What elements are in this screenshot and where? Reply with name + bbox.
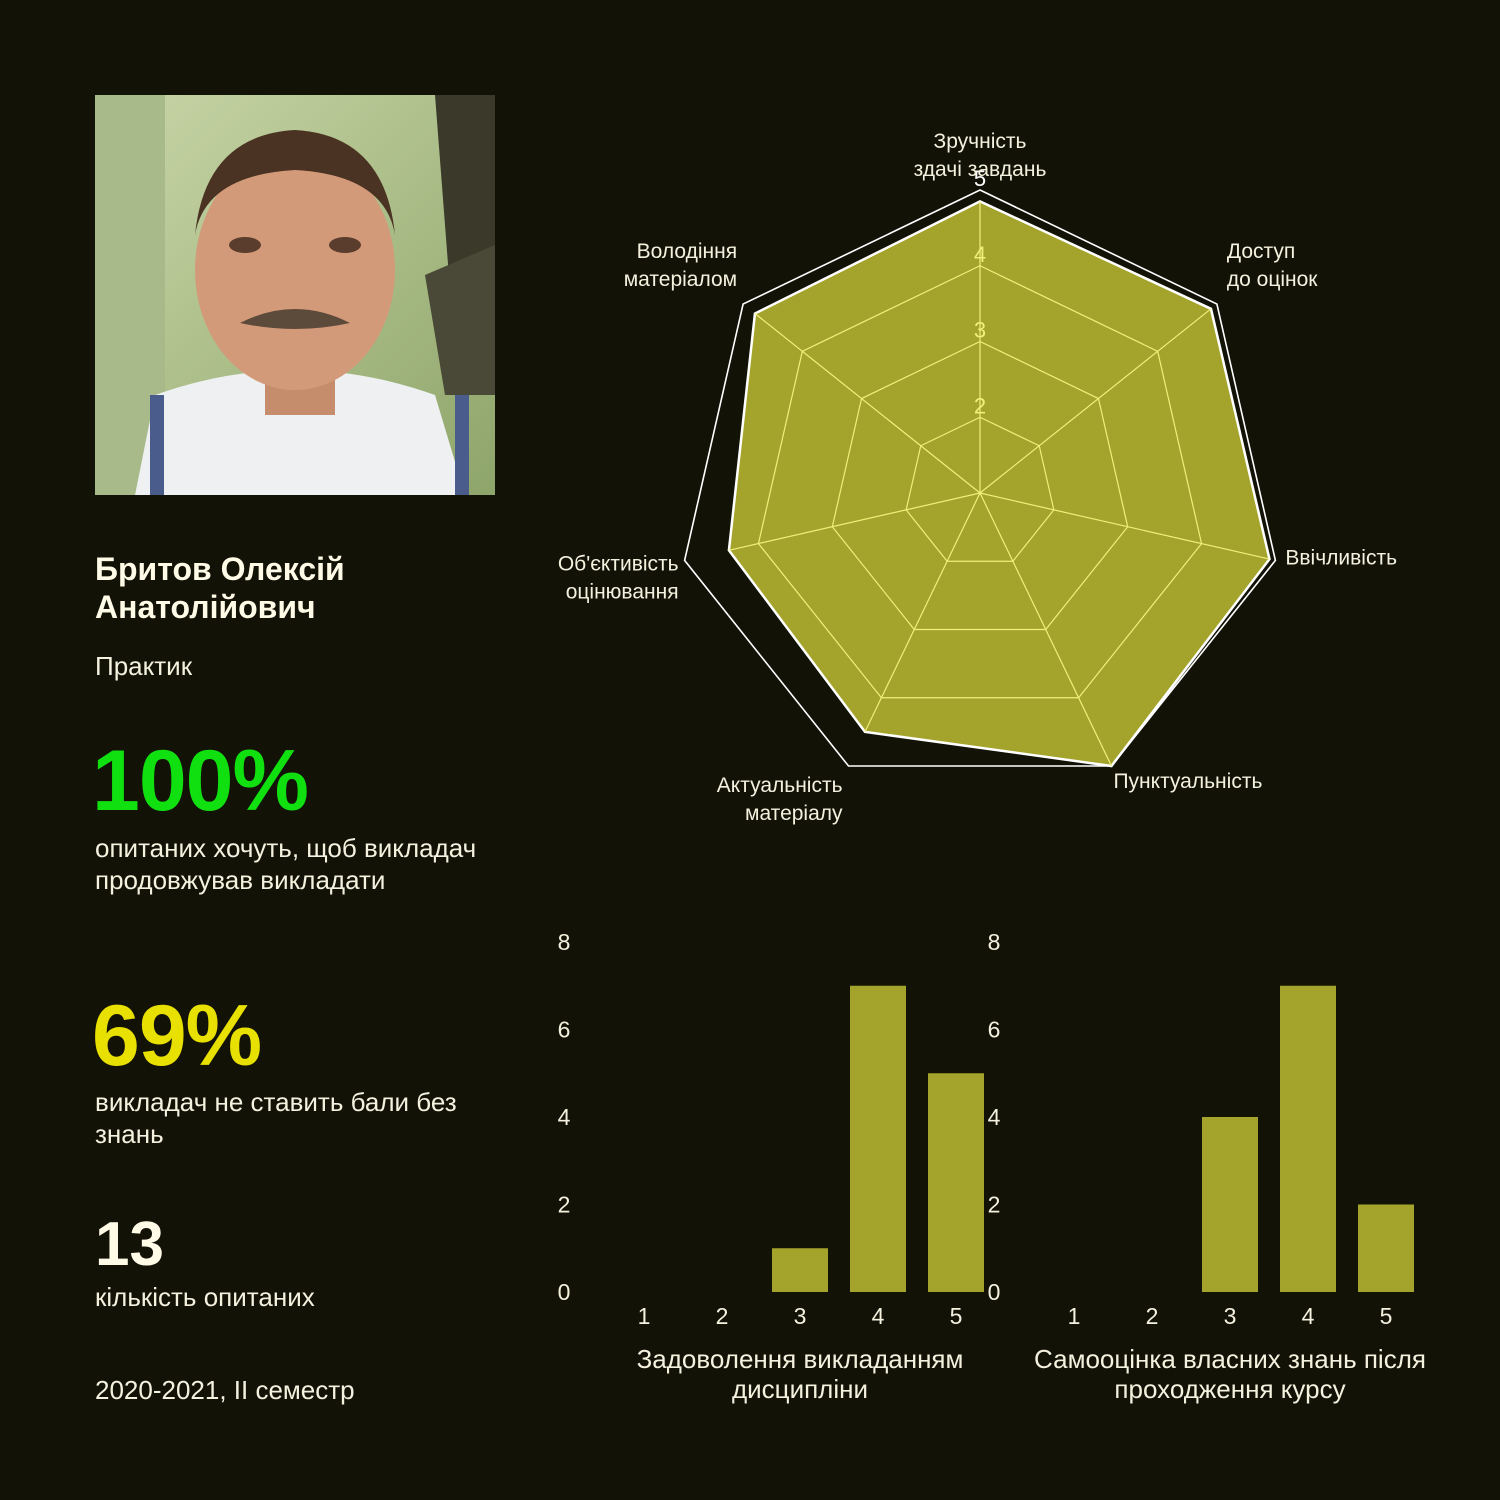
- bar-chart-title: Самооцінка власних знань після проходженн…: [1034, 1344, 1426, 1404]
- bar-3: [1202, 1117, 1258, 1292]
- radar-axis-label: Об'єктивість оцінювання: [558, 552, 679, 603]
- fair-grading-label: викладач не ставить бали без знань: [95, 1087, 457, 1149]
- respondents-label: кількість опитаних: [95, 1282, 315, 1312]
- bar-x-tick-label: 3: [1224, 1303, 1237, 1329]
- bar-3: [772, 1248, 828, 1292]
- bar-y-tick-label: 8: [988, 929, 1001, 955]
- radar-tick-label: 2: [974, 393, 986, 418]
- bar-x-tick-label: 5: [1380, 1303, 1393, 1329]
- fair-grading-percent: 69%: [92, 988, 262, 1084]
- bar-y-tick-label: 0: [988, 1279, 1001, 1305]
- radar-axis-label: Доступ до оцінок: [1227, 240, 1318, 291]
- radar-axis-label: Зручність здачі завдань: [914, 130, 1047, 181]
- radar-tick-label: 3: [974, 318, 986, 343]
- bar-5: [928, 1073, 984, 1292]
- bar-y-tick-label: 6: [558, 1017, 571, 1043]
- radar-outer-frame: [683, 189, 1277, 767]
- radar-spoke: [979, 492, 1113, 767]
- respondents-count: 13: [95, 1210, 164, 1279]
- bar-y-tick-label: 2: [558, 1192, 571, 1218]
- bar-x-tick-label: 2: [1146, 1303, 1159, 1329]
- teacher-photo: [95, 95, 495, 495]
- radar-grid-ring: [831, 340, 1129, 631]
- radar-grid-ring: [905, 416, 1055, 562]
- bar-y-tick-label: 4: [558, 1104, 571, 1130]
- radar-tick-label: 4: [974, 242, 986, 267]
- radar-grid-ring: [757, 265, 1203, 699]
- continue-teaching-label: опитаних хочуть, щоб викладач продовжува…: [95, 833, 477, 895]
- bar-5: [1358, 1204, 1414, 1292]
- bar-x-tick-label: 1: [638, 1303, 651, 1329]
- bar-x-tick-label: 1: [1068, 1303, 1081, 1329]
- radar-axis-label: Пунктуальність: [1113, 770, 1262, 793]
- bar-x-tick-label: 4: [1302, 1303, 1315, 1329]
- radar-spoke: [979, 308, 1212, 494]
- radar-spoke: [864, 492, 981, 733]
- bar-x-tick-label: 3: [794, 1303, 807, 1329]
- bar-4: [850, 985, 906, 1292]
- radar-data-area: [727, 199, 1271, 768]
- bar-y-tick-label: 0: [558, 1279, 571, 1305]
- bar-x-tick-label: 5: [950, 1303, 963, 1329]
- radar-axis-label: Актуальність матеріалу: [717, 774, 843, 825]
- bar-y-tick-label: 8: [558, 929, 571, 955]
- radar-axis-label: Ввічливість: [1285, 546, 1397, 569]
- radar-tick-label: 5: [974, 166, 986, 191]
- satisfaction-bar-chart: 0 2 4 6 8 1 2 3 4 5 Задоволення викладанням дисципл…: [558, 929, 984, 1404]
- radar-spoke: [979, 492, 1270, 560]
- teacher-name: Бритов Олексій Анатолійович: [95, 551, 345, 625]
- radar-spoke: [728, 492, 981, 551]
- self-assessment-bar-chart: 0 2 4 6 8 1 2 3 4 5 Самооцінка власних знань після…: [988, 929, 1426, 1404]
- radar-axis-label: Володіння матеріалом: [624, 240, 737, 291]
- bar-x-tick-label: 4: [872, 1303, 885, 1329]
- bar-x-tick-label: 2: [716, 1303, 729, 1329]
- bar-y-tick-label: 2: [988, 1192, 1001, 1218]
- teacher-role: Практик: [95, 651, 193, 681]
- continue-teaching-percent: 100%: [92, 733, 309, 829]
- period-label: 2020-2021, II семестр: [95, 1375, 355, 1405]
- bar-chart-title: Задоволення викладанням дисципліни: [637, 1344, 964, 1404]
- bar-4: [1280, 985, 1336, 1292]
- radar-spoke: [754, 313, 981, 494]
- bar-y-tick-label: 6: [988, 1017, 1001, 1043]
- bar-y-tick-label: 4: [988, 1104, 1001, 1130]
